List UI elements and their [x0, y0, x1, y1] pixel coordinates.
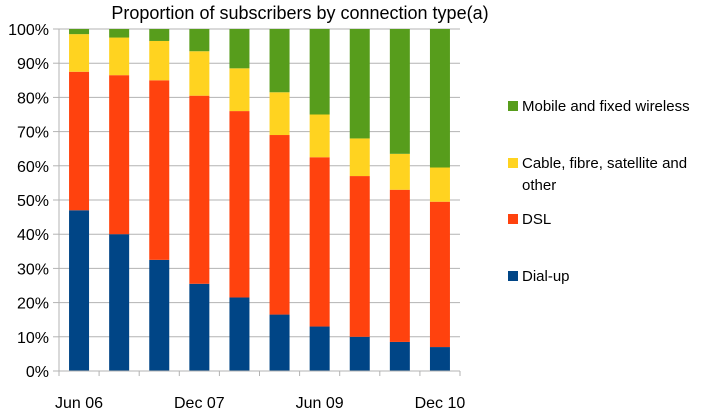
bar-segment-mobile-and-fixed-wireless: [69, 29, 90, 35]
bar-segment-cable-fibre-satellite-and-other: [389, 153, 410, 190]
bar-segment-cable-fibre-satellite-and-other: [349, 138, 370, 177]
bar-segment-dial-up: [229, 297, 250, 371]
legend-swatch: [508, 214, 518, 224]
bar-segment-mobile-and-fixed-wireless: [429, 29, 450, 168]
legend: Mobile and fixed wireless Cable, fibre, s…: [508, 98, 690, 285]
y-tick-label: 80%: [17, 90, 49, 107]
bar-segment-dial-up: [309, 326, 330, 371]
y-axis-ticks: 0% 10% 20% 30% 40% 50% 60% 70% 80% 90% 100%: [8, 22, 59, 381]
bar-segment-mobile-and-fixed-wireless: [109, 29, 130, 38]
bar-segment-cable-fibre-satellite-and-other: [149, 40, 170, 81]
y-tick-label: 40%: [17, 227, 49, 244]
legend-item-mobile-and-fixed-wireless: Mobile and fixed wireless: [508, 98, 690, 115]
legend-swatch: [508, 101, 518, 111]
bar-segment-dial-up: [349, 336, 370, 371]
bar-segment-mobile-and-fixed-wireless: [269, 29, 290, 93]
y-tick-label: 70%: [17, 125, 49, 142]
bar-segment-dsl: [229, 111, 250, 298]
legend-swatch: [508, 271, 518, 281]
legend-item-dial-up: Dial-up: [508, 268, 570, 285]
bar-segment-dsl: [149, 80, 170, 260]
y-tick-label: 10%: [17, 330, 49, 347]
y-tick-label: 50%: [17, 193, 49, 210]
bar-segment-mobile-and-fixed-wireless: [189, 29, 210, 52]
bar-segment-dsl: [429, 201, 450, 348]
x-tick-label: Jun 06: [55, 395, 103, 409]
y-tick-label: 90%: [17, 56, 49, 73]
chart-title: Proportion of subscribers by connection …: [111, 3, 488, 23]
y-tick-label: 100%: [8, 22, 49, 39]
legend-label: Cable, fibre, satellite and: [522, 155, 687, 172]
legend-swatch: [508, 158, 518, 168]
legend-label: DSL: [522, 211, 551, 228]
bar-segment-cable-fibre-satellite-and-other: [309, 114, 330, 158]
bar-segment-cable-fibre-satellite-and-other: [269, 92, 290, 136]
bar-segment-cable-fibre-satellite-and-other: [429, 167, 450, 202]
x-tick-label: Jun 09: [296, 395, 344, 409]
bar-segment-mobile-and-fixed-wireless: [309, 29, 330, 115]
bar-segment-dsl: [109, 75, 130, 235]
x-axis-ticks: Jun 06 Dec 07 Jun 09 Dec 10: [55, 371, 465, 409]
legend-label: Dial-up: [522, 268, 570, 285]
bar-segment-dsl: [349, 176, 370, 337]
bar-segment-cable-fibre-satellite-and-other: [69, 34, 90, 72]
bar-segment-mobile-and-fixed-wireless: [149, 29, 170, 41]
x-tick-label: Dec 10: [415, 395, 466, 409]
bar-segment-mobile-and-fixed-wireless: [389, 29, 410, 154]
legend-label: other: [522, 177, 556, 194]
bar-segment-dsl: [269, 135, 290, 315]
bar-segment-dial-up: [189, 283, 210, 371]
y-tick-label: 30%: [17, 261, 49, 278]
y-tick-label: 60%: [17, 159, 49, 176]
bar-segment-dial-up: [149, 259, 170, 371]
bar-segment-dsl: [389, 189, 410, 342]
y-tick-label: 0%: [26, 364, 49, 381]
bar-segment-dial-up: [109, 234, 130, 371]
bar-segment-dsl: [309, 157, 330, 327]
legend-item-dsl: DSL: [508, 211, 551, 228]
bar-segment-dsl: [189, 95, 210, 284]
bar-segment-mobile-and-fixed-wireless: [349, 29, 370, 139]
x-tick-label: Dec 07: [174, 395, 225, 409]
legend-label: Mobile and fixed wireless: [522, 98, 690, 115]
bar-segment-cable-fibre-satellite-and-other: [109, 37, 130, 76]
bar-segment-dial-up: [389, 341, 410, 371]
bar-segment-cable-fibre-satellite-and-other: [189, 51, 210, 96]
legend-item-cable-fibre-satellite-and-other: Cable, fibre, satellite and other: [508, 155, 687, 194]
y-tick-label: 20%: [17, 296, 49, 313]
bar-segment-dsl: [69, 71, 90, 211]
bar-segment-dial-up: [69, 210, 90, 371]
bar-segment-mobile-and-fixed-wireless: [229, 29, 250, 69]
bars: [69, 29, 450, 371]
bar-segment-cable-fibre-satellite-and-other: [229, 68, 250, 112]
bar-segment-dial-up: [269, 314, 290, 371]
bar-segment-dial-up: [429, 347, 450, 371]
